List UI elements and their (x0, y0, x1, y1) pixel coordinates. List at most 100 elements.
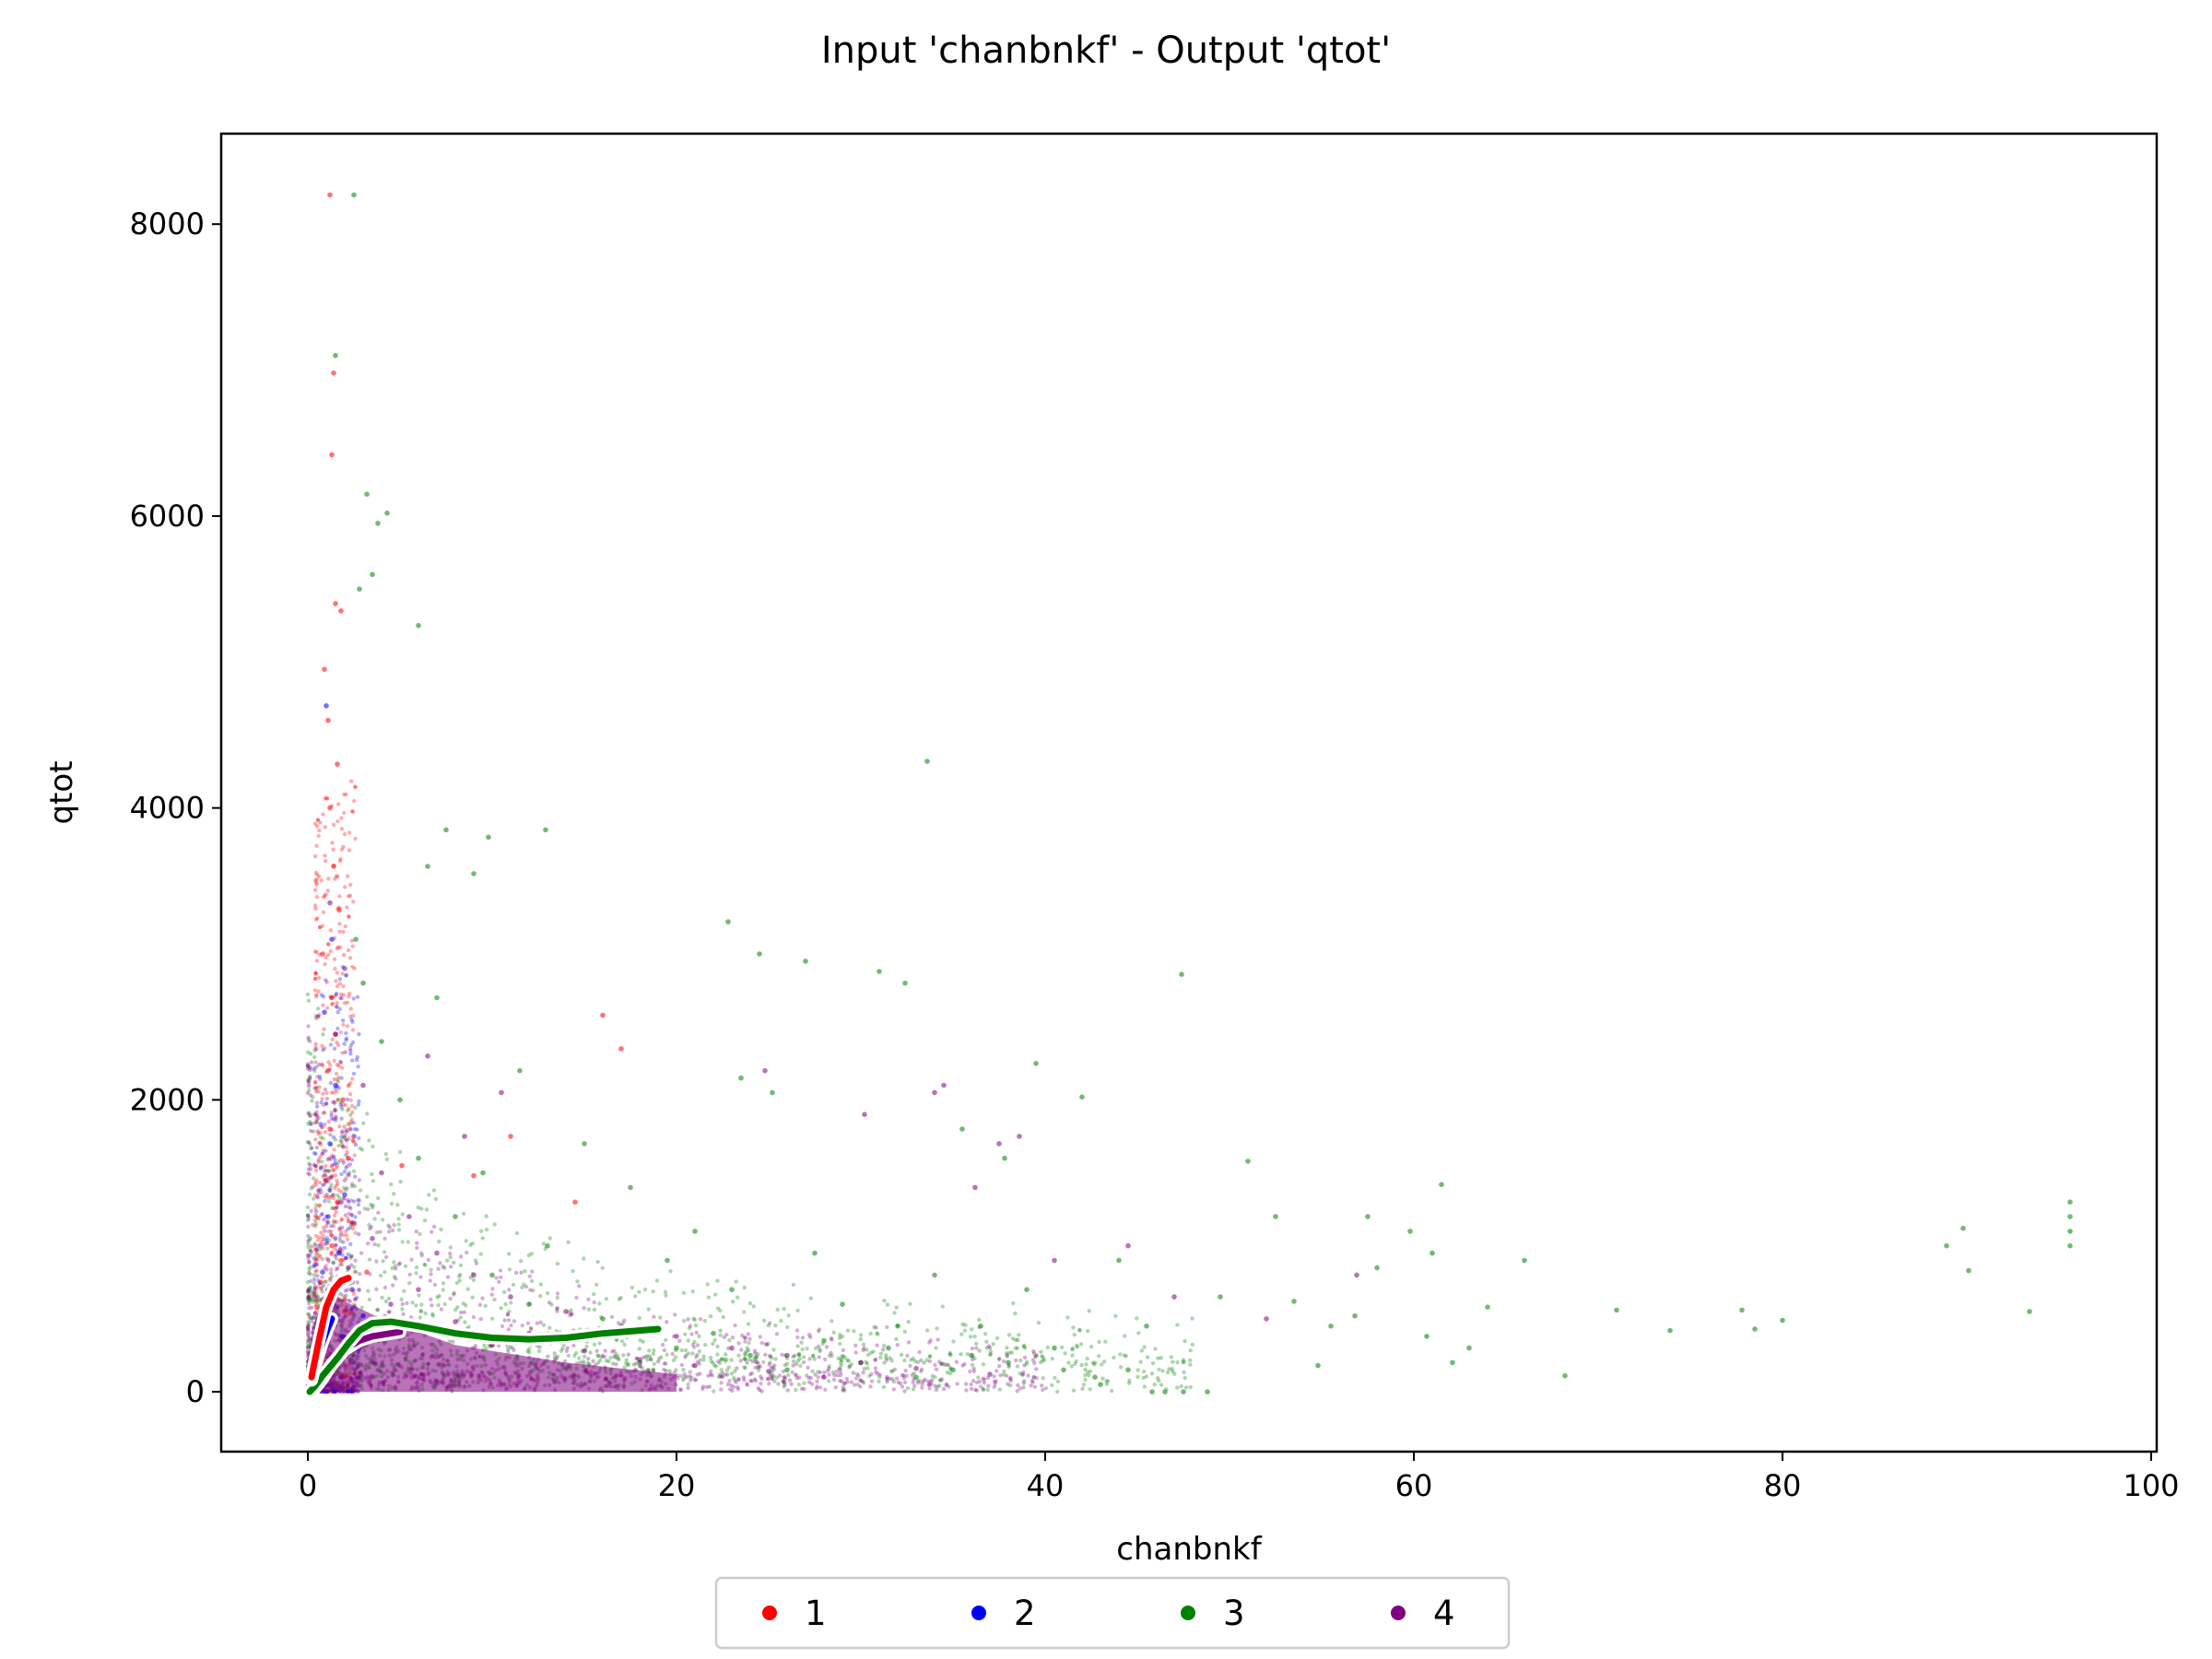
cloud-point (311, 1222, 315, 1228)
data-point (508, 1294, 513, 1300)
cloud-point (1136, 1331, 1141, 1335)
cloud-point (415, 1245, 419, 1251)
cloud-point (341, 1144, 346, 1149)
cloud-point (901, 1376, 906, 1381)
cloud-point (324, 955, 328, 960)
cloud-point (688, 1324, 693, 1328)
cloud-point (351, 996, 356, 1001)
cloud-point (357, 1288, 361, 1292)
cloud-point (324, 1173, 328, 1178)
cloud-point (338, 856, 343, 862)
data-point (526, 1301, 532, 1307)
cloud-point (315, 818, 321, 822)
cloud-point (742, 1285, 747, 1290)
cloud-point (323, 893, 327, 899)
cloud-point (365, 1112, 370, 1116)
cloud-point (365, 1194, 370, 1199)
cloud-point (309, 1297, 313, 1302)
cloud-point (330, 1037, 335, 1042)
cloud-point (321, 1032, 325, 1037)
data-point (340, 1334, 346, 1339)
data-point (329, 452, 335, 458)
cloud-point (793, 1372, 798, 1378)
data-point (1144, 1324, 1149, 1329)
cloud-point (782, 1380, 786, 1385)
cloud-point (330, 1206, 335, 1211)
cloud-point (840, 1335, 845, 1339)
cloud-point (313, 1014, 318, 1018)
cloud-point (422, 1218, 428, 1223)
cloud-point (344, 972, 348, 978)
cloud-point (328, 1080, 333, 1086)
cloud-point (343, 885, 347, 889)
cloud-point (818, 1370, 822, 1375)
cloud-point (347, 1299, 353, 1304)
cloud-point (305, 992, 311, 997)
data-point (784, 1367, 790, 1373)
cloud-point (1181, 1358, 1186, 1362)
cloud-point (921, 1379, 926, 1383)
cloud-point (660, 1342, 665, 1347)
cloud-point (389, 1201, 394, 1206)
cloud-point (1040, 1354, 1044, 1359)
cloud-point (335, 1079, 341, 1084)
cloud-point (335, 971, 340, 975)
cloud-point (316, 1015, 321, 1019)
cloud-point (376, 1195, 381, 1201)
cloud-point (928, 1380, 933, 1384)
cloud-point (922, 1360, 926, 1365)
cloud-point (306, 1078, 311, 1084)
y-tick-label: 6000 (130, 499, 205, 534)
cloud-point (354, 1269, 359, 1275)
cloud-point (307, 1306, 312, 1311)
cloud-point (328, 1276, 333, 1281)
cloud-point (311, 1315, 316, 1320)
cloud-point (335, 1077, 340, 1082)
cloud-point (346, 1227, 350, 1231)
cloud-point (307, 1111, 312, 1115)
data-point (338, 1199, 344, 1205)
cloud-point (313, 1286, 318, 1290)
cloud-point (909, 1358, 913, 1362)
cloud-point (342, 831, 347, 837)
cloud-point (908, 1301, 912, 1307)
cloud-point (974, 1341, 979, 1347)
cloud-point (748, 1378, 753, 1383)
cloud-point (348, 1052, 353, 1056)
cloud-point (929, 1382, 934, 1387)
cloud-point (333, 1185, 337, 1191)
cloud-point (308, 1093, 313, 1098)
cloud-point (306, 1298, 311, 1303)
cloud-point (794, 1387, 798, 1393)
cloud-point (319, 1100, 324, 1105)
cloud-point (348, 1014, 353, 1019)
cloud-point (320, 1159, 324, 1164)
cloud-point (305, 1312, 311, 1317)
cloud-point (306, 1167, 311, 1171)
cloud-point (312, 1281, 317, 1286)
cloud-point (346, 1288, 350, 1292)
cloud-point (315, 1194, 320, 1199)
data-point (327, 1126, 333, 1132)
cloud-point (322, 1242, 327, 1247)
cloud-point (324, 1224, 329, 1229)
cloud-point (885, 1324, 889, 1330)
cloud-point (329, 1229, 334, 1234)
cloud-point (1097, 1339, 1101, 1345)
cloud-point (348, 1225, 353, 1230)
cloud-point (312, 1290, 317, 1295)
cloud-point (900, 1373, 905, 1378)
cloud-point (711, 1360, 715, 1366)
cloud-point (981, 1387, 986, 1393)
cloud-point (736, 1377, 741, 1382)
cloud-point (347, 914, 351, 919)
cloud-point (592, 1307, 597, 1312)
cloud-point (600, 1353, 606, 1359)
cloud-point (640, 1366, 644, 1371)
cloud-point (878, 1355, 883, 1360)
cloud-point (308, 1119, 312, 1124)
cloud-point (977, 1379, 982, 1384)
cloud-point (869, 1379, 875, 1383)
cloud-point (889, 1369, 894, 1374)
cloud-point (445, 1275, 451, 1279)
